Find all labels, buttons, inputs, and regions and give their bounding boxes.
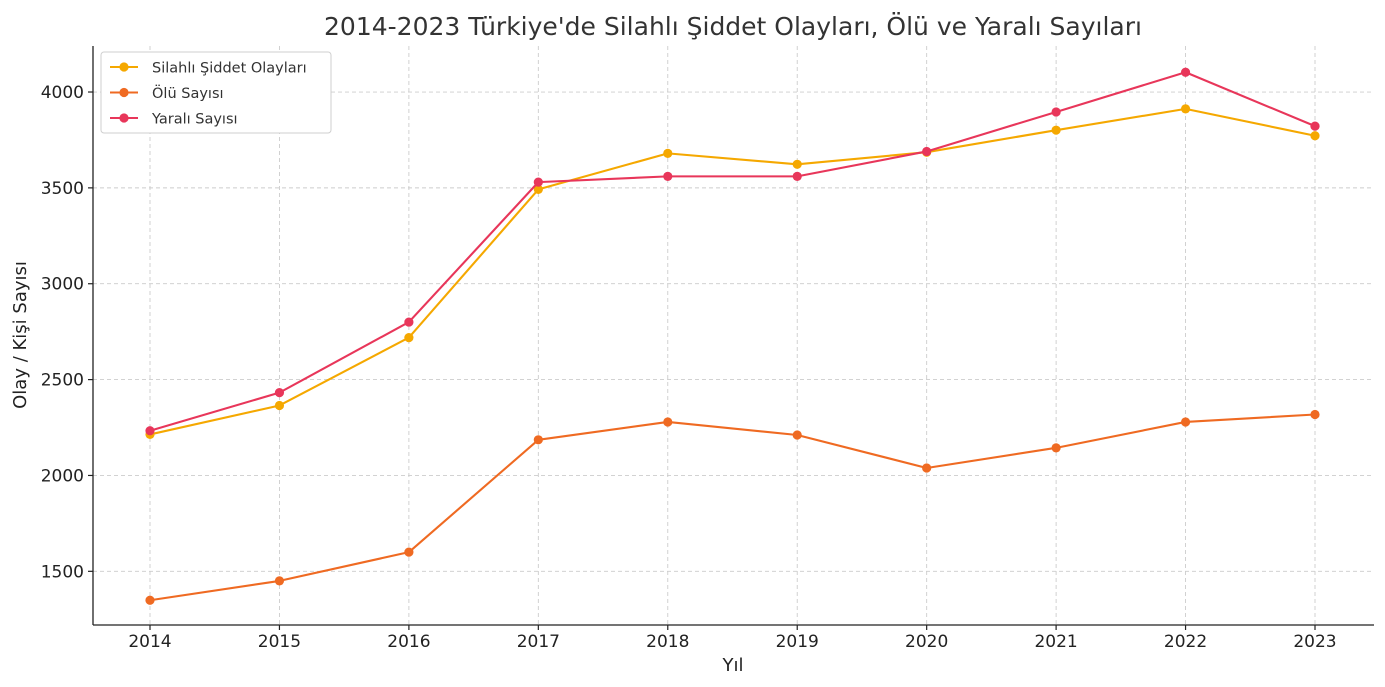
series-2 bbox=[145, 409, 1320, 605]
data-point bbox=[145, 595, 155, 605]
data-point bbox=[1180, 67, 1191, 77]
x-tick-label: 2021 bbox=[1034, 632, 1077, 652]
y-tick-label: 3000 bbox=[41, 275, 84, 295]
y-tick-label: 1500 bbox=[41, 562, 84, 582]
data-point bbox=[404, 317, 414, 327]
x-tick-label: 2020 bbox=[905, 632, 948, 652]
data-point bbox=[1051, 107, 1061, 117]
x-tick-label: 2023 bbox=[1293, 632, 1336, 652]
legend-label: Silahlı Şiddet Olayları bbox=[152, 61, 307, 77]
legend-marker bbox=[119, 62, 129, 72]
series-line bbox=[149, 71, 1316, 432]
data-point bbox=[274, 576, 285, 586]
legend-marker bbox=[119, 113, 129, 123]
data-point bbox=[145, 426, 155, 436]
data-point bbox=[533, 177, 543, 187]
x-tick-label: 2019 bbox=[776, 632, 819, 652]
series-3 bbox=[145, 67, 1320, 436]
data-point bbox=[1180, 104, 1191, 114]
data-point bbox=[274, 388, 285, 398]
series-1 bbox=[145, 104, 1320, 440]
legend-box bbox=[100, 51, 332, 134]
x-tick-label: 2017 bbox=[517, 632, 560, 652]
x-tick-label: 2022 bbox=[1164, 632, 1207, 652]
series-lines bbox=[145, 67, 1320, 605]
data-point bbox=[663, 148, 673, 158]
y-tick-label: 2500 bbox=[41, 371, 84, 391]
legend-marker bbox=[119, 87, 129, 98]
y-tick-label: 2000 bbox=[41, 466, 84, 486]
series-line bbox=[149, 413, 1316, 602]
x-tick-label: 2018 bbox=[646, 632, 689, 652]
data-point bbox=[533, 184, 543, 195]
data-point bbox=[1310, 409, 1320, 420]
data-point bbox=[663, 171, 673, 181]
data-point bbox=[792, 159, 802, 169]
data-point bbox=[274, 400, 285, 411]
y-axis-label: Olay / Kişi Sayısı bbox=[10, 261, 31, 409]
chart-title: 2014-2023 Türkiye'de Silahlı Şiddet Olay… bbox=[324, 12, 1142, 41]
data-point bbox=[404, 333, 414, 343]
data-point bbox=[404, 547, 414, 557]
data-point bbox=[533, 435, 543, 445]
data-point bbox=[922, 146, 932, 157]
axis-ticks: 2014 2015 2016 2017 2018 2019 2020 2021 2022 2023… bbox=[41, 83, 1337, 652]
data-point bbox=[663, 417, 673, 427]
legend: Silahlı Şiddet Olayları Ölü Sayısı Yaralı … bbox=[100, 51, 332, 134]
data-point bbox=[1180, 417, 1191, 427]
data-point bbox=[1310, 131, 1320, 141]
data-point bbox=[1051, 443, 1061, 453]
y-tick-label: 3500 bbox=[41, 179, 84, 199]
data-point bbox=[922, 463, 932, 473]
x-tick-label: 2016 bbox=[387, 632, 430, 652]
legend-label: Ölü Sayısı bbox=[152, 84, 224, 102]
x-tick-label: 2014 bbox=[128, 632, 171, 652]
y-tick-label: 4000 bbox=[41, 83, 84, 103]
series-line bbox=[149, 107, 1316, 436]
data-point bbox=[792, 430, 802, 440]
x-tick-label: 2015 bbox=[258, 632, 301, 652]
x-axis-label: Yıl bbox=[722, 655, 744, 676]
legend-label: Yaralı Sayısı bbox=[151, 112, 238, 128]
data-point bbox=[792, 171, 802, 181]
data-point bbox=[1051, 125, 1061, 135]
data-point bbox=[1310, 121, 1320, 131]
